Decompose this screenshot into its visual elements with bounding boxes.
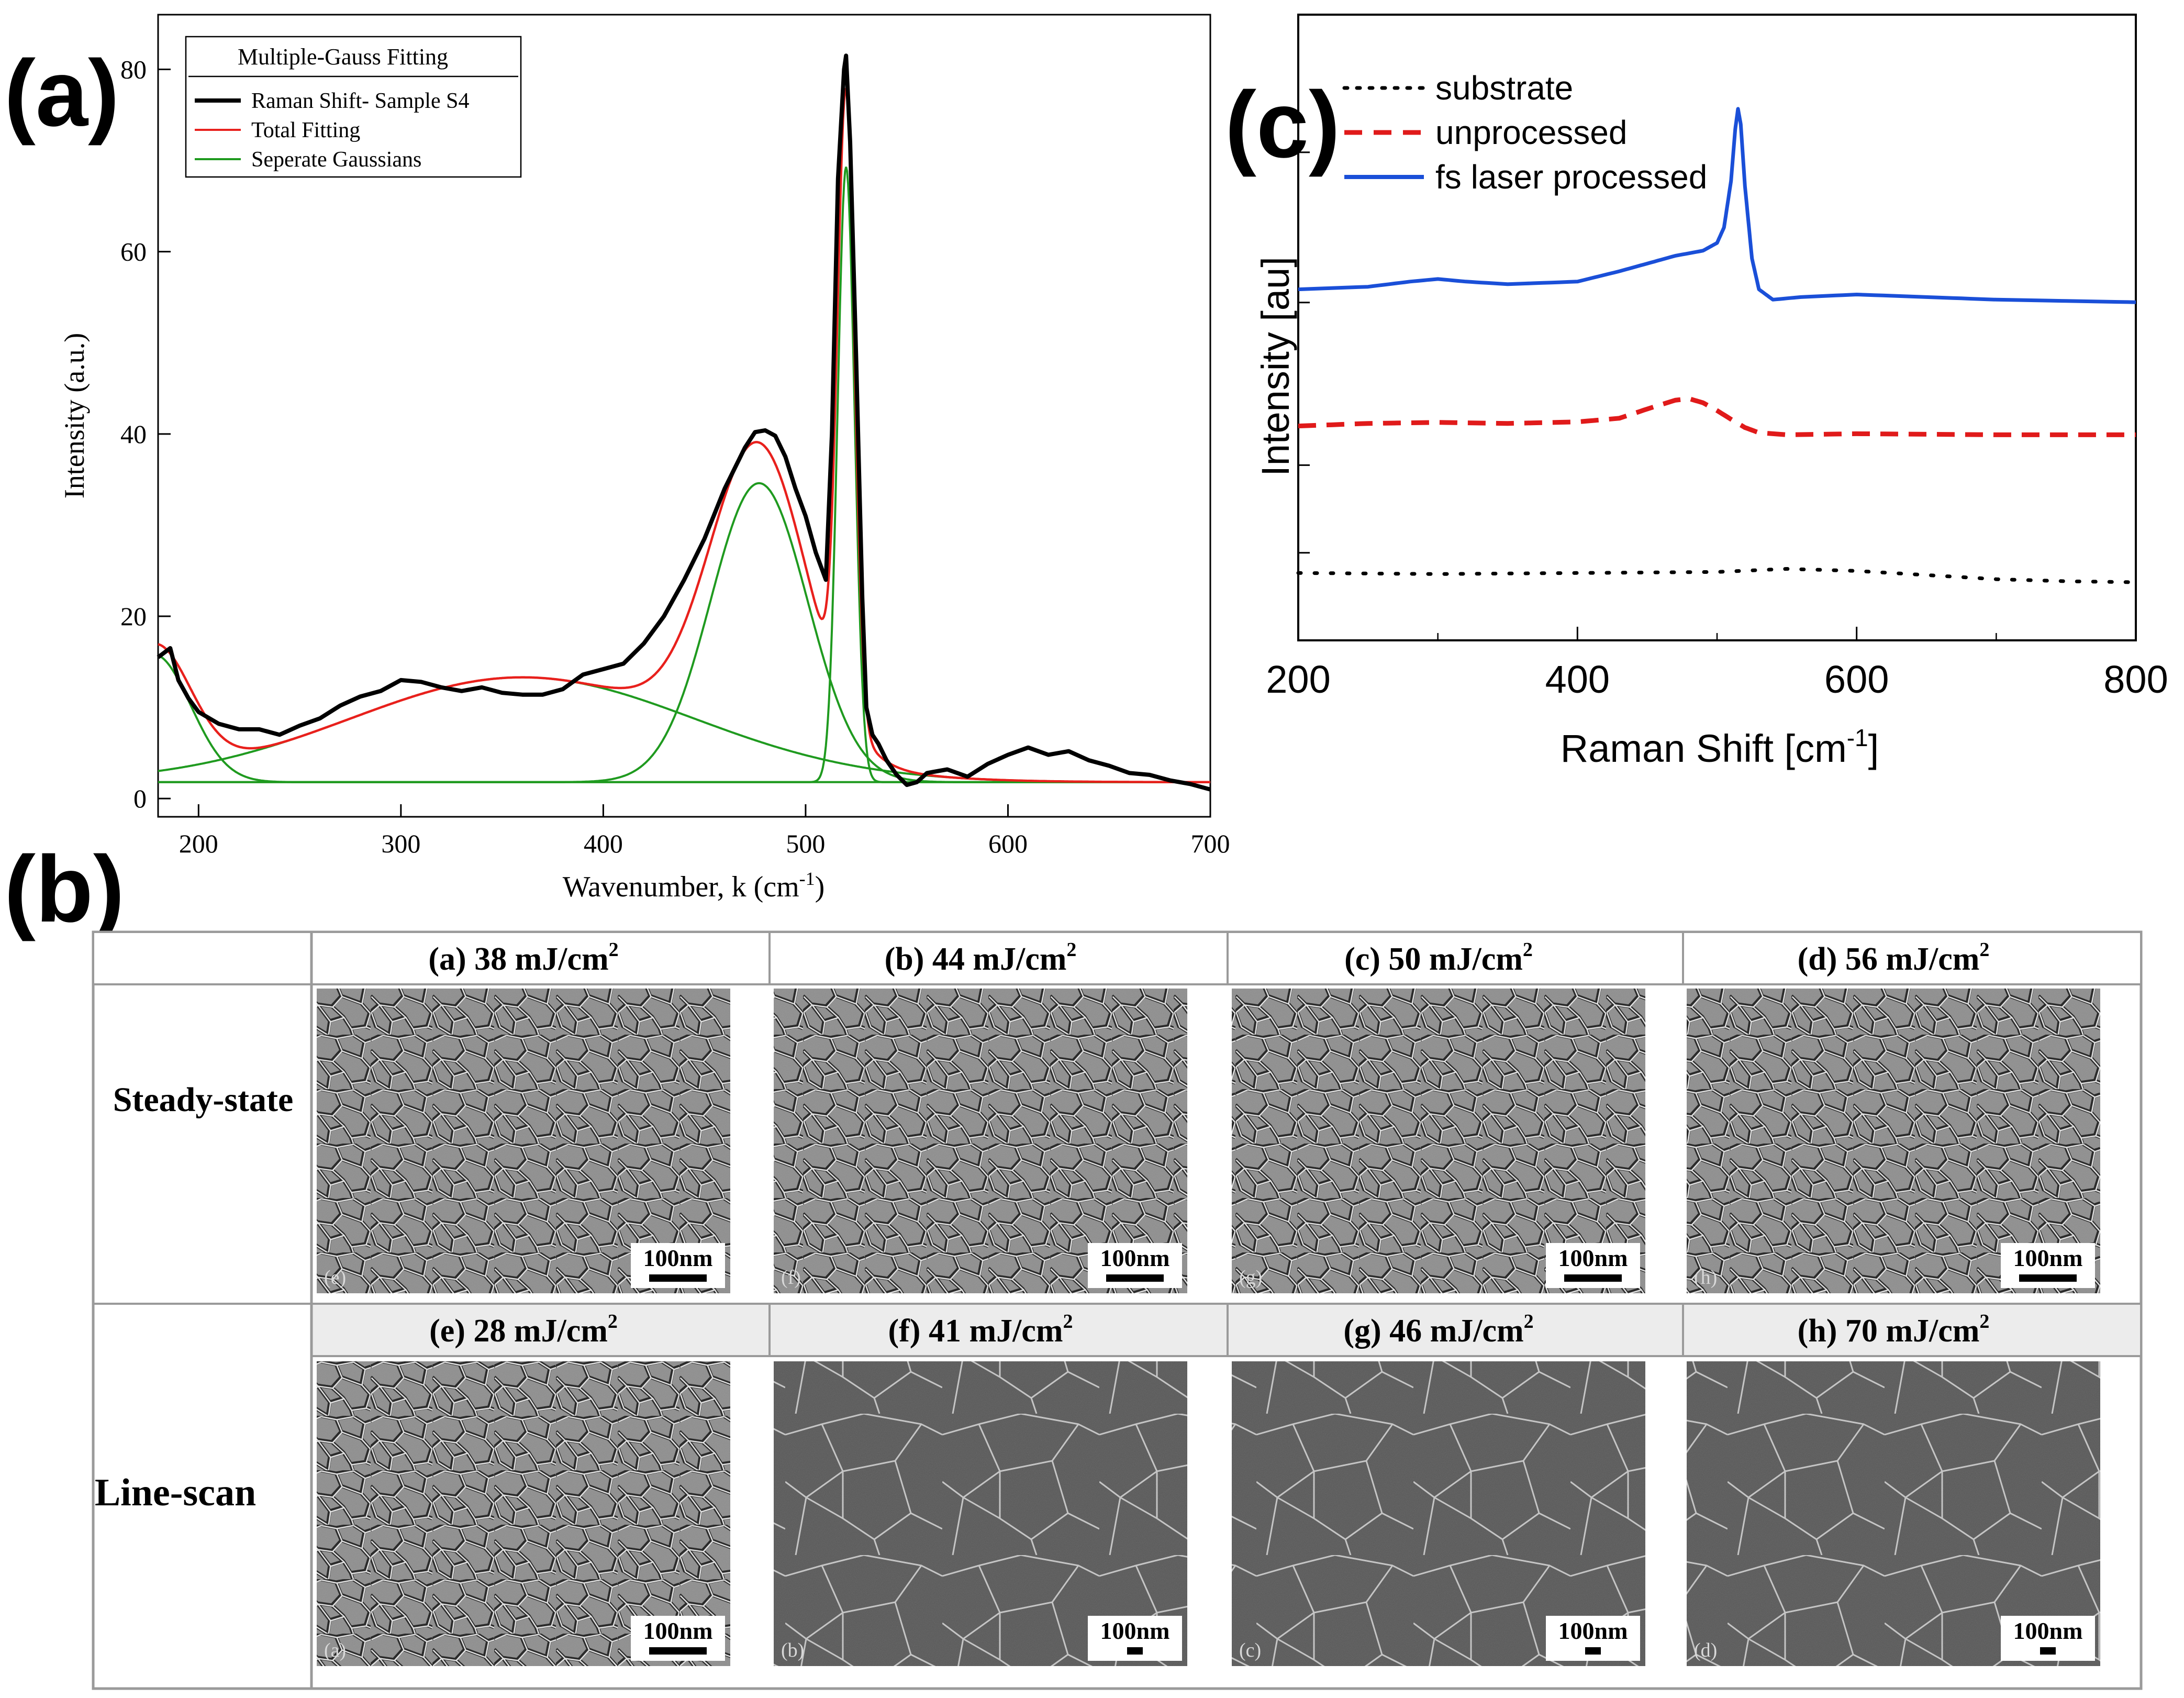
chart-c-x-tick-label: 600 xyxy=(1824,658,1889,701)
chart-c-x-tick-label: 400 xyxy=(1545,658,1610,701)
sem-scale-bar-4 xyxy=(649,1647,707,1655)
panel-label-b: (b) xyxy=(4,837,125,942)
sem-corner-tag-1: (f) xyxy=(781,1267,801,1289)
sem-image-texture-3 xyxy=(1687,989,2100,1293)
sem-image-texture-5 xyxy=(774,1361,1187,1666)
sem-scale-bar-0 xyxy=(649,1274,707,1282)
chart-a-x-tick-label: 200 xyxy=(179,829,218,858)
panel-label-c: (c) xyxy=(1225,72,1340,177)
sem-header-7: (h) 70 mJ/cm2 xyxy=(1798,1311,1990,1349)
sem-row-label-steady: Steady-state xyxy=(113,1081,294,1119)
sem-header-0: (a) 38 mJ/cm2 xyxy=(428,939,618,977)
chart-c-series xyxy=(1296,107,2138,584)
sem-image-texture-6 xyxy=(1232,1361,1645,1666)
chart-a-x-tick-label: 400 xyxy=(584,829,623,858)
chart-a-x-tick-label: 700 xyxy=(1191,829,1230,858)
sem-scale-label-2: 100nm xyxy=(1558,1245,1628,1271)
sem-corner-tag-2: (g) xyxy=(1239,1267,1262,1289)
chart-a-raw-line xyxy=(157,53,1211,792)
sem-corner-tag-5: (b) xyxy=(781,1639,804,1661)
sem-scale-bar-5 xyxy=(1127,1647,1143,1655)
chart-a-y-tick-label: 20 xyxy=(120,602,147,631)
chart-a-gaussian-2 xyxy=(158,482,1210,783)
chart-a-legend-box xyxy=(185,36,522,178)
sem-scale-label-1: 100nm xyxy=(1100,1245,1170,1271)
sem-corner-tag-6: (c) xyxy=(1239,1639,1261,1661)
sem-image-grid: (a) 38 mJ/cm2 (e) 100nm (b) 44 mJ/cm2 (f) 100… xyxy=(317,939,2100,1666)
chart-a-frame xyxy=(157,14,1211,818)
chart-a-x-axis-label: Wavenumber, k (cm-1) xyxy=(563,868,825,903)
sem-header-1: (b) 44 mJ/cm2 xyxy=(885,939,1077,977)
chart-a-gaussian-3 xyxy=(158,167,1210,783)
sem-header-4: (e) 28 mJ/cm2 xyxy=(429,1311,618,1349)
sem-scale-bar-3 xyxy=(2019,1274,2077,1282)
chart-c-x-tick-label: 200 xyxy=(1266,658,1330,701)
chart-a-total-fit xyxy=(158,85,1210,784)
chart-a-legend-title: Multiple-Gauss Fitting xyxy=(238,44,448,70)
sem-header-2: (c) 50 mJ/cm2 xyxy=(1344,939,1533,977)
sem-image-texture-2 xyxy=(1232,989,1645,1293)
chart-a-legend-entry-gauss: Seperate Gaussians xyxy=(251,148,421,172)
chart-c: 200 400 600 800 Raman Shift [cm-1] Intensit… xyxy=(1254,14,2168,770)
chart-a-y-axis-label: Intensity (a.u.) xyxy=(59,333,90,498)
chart-c-legend-entry-fs: fs laser processed xyxy=(1435,158,1707,196)
sem-image-texture-0 xyxy=(317,989,730,1293)
chart-a-legend-entry-raw: Raman Shift- Sample S4 xyxy=(251,89,469,113)
chart-c-legend-entry-substrate: substrate xyxy=(1435,69,1573,107)
chart-a-legend-entry-total: Total Fitting xyxy=(251,118,360,142)
sem-image-texture-7 xyxy=(1687,1361,2100,1666)
chart-a-x-tick-label: 500 xyxy=(786,829,825,858)
chart-a-x-tick-label: 300 xyxy=(381,829,420,858)
sem-header-5: (f) 41 mJ/cm2 xyxy=(888,1311,1073,1349)
chart-c-line-unprocessed xyxy=(1298,396,2136,437)
sem-corner-tag-3: (h) xyxy=(1694,1267,1717,1289)
chart-c-line-substrate xyxy=(1296,567,2138,584)
sem-scale-label-4: 100nm xyxy=(643,1617,713,1644)
sem-image-texture-1 xyxy=(774,989,1187,1293)
sem-scale-label-0: 100nm xyxy=(643,1245,713,1271)
sem-corner-tag-7: (d) xyxy=(1694,1639,1717,1661)
chart-a-y-tick-label: 40 xyxy=(120,419,147,449)
sem-image-texture-4 xyxy=(317,1361,730,1666)
sem-scale-label-6: 100nm xyxy=(1558,1617,1628,1644)
chart-c-x-axis-label: Raman Shift [cm-1] xyxy=(1561,724,1879,770)
chart-a-total-fit-line xyxy=(158,85,1210,784)
chart-c-y-axis-label: Intensity [au] xyxy=(1254,257,1297,476)
sem-scale-label-5: 100nm xyxy=(1100,1617,1170,1644)
sem-scale-bar-6 xyxy=(1585,1647,1601,1655)
chart-c-legend: substrate unprocessed fs laser processed xyxy=(1342,69,1707,196)
chart-a-raw-data xyxy=(157,53,1211,792)
chart-a-y-axis: 0 20 40 60 80 xyxy=(120,54,171,813)
chart-a-x-axis: 200 300 400 500 600 700 xyxy=(179,804,1230,858)
panel-label-a: (a) xyxy=(4,41,119,146)
chart-a-legend: Multiple-Gauss Fitting Raman Shift- Samp… xyxy=(185,36,522,178)
chart-a-gaussians xyxy=(158,167,1210,783)
chart-a-y-tick-label: 0 xyxy=(133,784,147,813)
sem-scale-bar-2 xyxy=(1564,1274,1622,1282)
sem-corner-tag-0: (e) xyxy=(324,1267,346,1289)
chart-c-y-axis xyxy=(1298,151,1310,554)
sem-header-6: (g) 46 mJ/cm2 xyxy=(1343,1311,1533,1349)
chart-c-legend-entry-unprocessed: unprocessed xyxy=(1435,114,1627,151)
sem-scale-label-3: 100nm xyxy=(2013,1245,2083,1271)
chart-a-x-tick-label: 600 xyxy=(988,829,1028,858)
sem-table: Steady-state Line-scan (a) 38 mJ/cm2 (e) 1… xyxy=(92,930,2143,1690)
chart-a: 200 300 400 500 600 700 0 20 40 60 80 Wavenumber,… xyxy=(59,14,1230,903)
sem-header-row-1 xyxy=(92,931,2142,985)
sem-scale-bar-7 xyxy=(2040,1647,2056,1655)
chart-a-y-tick-label: 60 xyxy=(120,237,147,267)
chart-c-line-fs-laser-processed xyxy=(1298,107,2136,304)
chart-c-x-tick-label: 800 xyxy=(2103,658,2168,701)
chart-c-x-axis: 200 400 600 800 xyxy=(1266,627,2168,701)
chart-a-y-tick-label: 80 xyxy=(120,54,147,84)
sem-row-label-line: Line-scan xyxy=(95,1471,256,1514)
sem-scale-bar-1 xyxy=(1106,1274,1164,1282)
sem-scale-label-7: 100nm xyxy=(2013,1617,2083,1644)
sem-header-3: (d) 56 mJ/cm2 xyxy=(1798,939,1990,977)
sem-corner-tag-4: (a) xyxy=(324,1639,346,1661)
chart-c-frame xyxy=(1297,14,2137,641)
